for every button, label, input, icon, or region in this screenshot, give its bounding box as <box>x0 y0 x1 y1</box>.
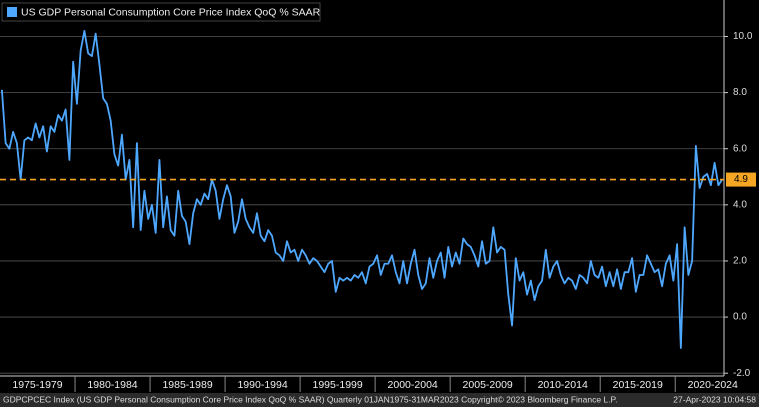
x-band-label: 2015-2019 <box>613 379 663 391</box>
x-band-label: 1975-1979 <box>12 379 62 391</box>
x-band-label: 1985-1989 <box>162 379 212 391</box>
legend-background <box>1 2 321 22</box>
y-tick-label: 0.0 <box>733 312 747 323</box>
x-band-label: 2000-2004 <box>388 379 438 391</box>
x-band-label: 2010-2014 <box>538 379 588 391</box>
legend-swatch <box>7 7 17 17</box>
y-tick-label: -2.0 <box>733 368 751 379</box>
y-tick-label: 4.0 <box>733 199 747 210</box>
x-band-label: 2020-2024 <box>688 379 738 391</box>
reference-label-box <box>726 172 756 187</box>
footer-source: GDPCPCEC Index (US GDP Personal Consumpt… <box>3 394 617 404</box>
y-tick-label: 8.0 <box>733 87 747 98</box>
legend-label: US GDP Personal Consumption Core Price I… <box>21 6 321 18</box>
y-tick-label: 6.0 <box>733 143 747 154</box>
x-band-label: 1980-1984 <box>87 379 137 391</box>
reference-label: 4.9 <box>734 174 748 185</box>
x-band-label: 1990-1994 <box>237 379 287 391</box>
footer-bar <box>0 393 759 407</box>
y-tick-label: 10.0 <box>733 31 753 42</box>
x-band-label: 2005-2009 <box>463 379 513 391</box>
y-tick-label: 2.0 <box>733 256 747 267</box>
x-band-label: 1995-1999 <box>313 379 363 391</box>
footer-timestamp: 27-Apr-2023 10:04:58 <box>673 394 756 404</box>
data-line <box>0 29 723 349</box>
